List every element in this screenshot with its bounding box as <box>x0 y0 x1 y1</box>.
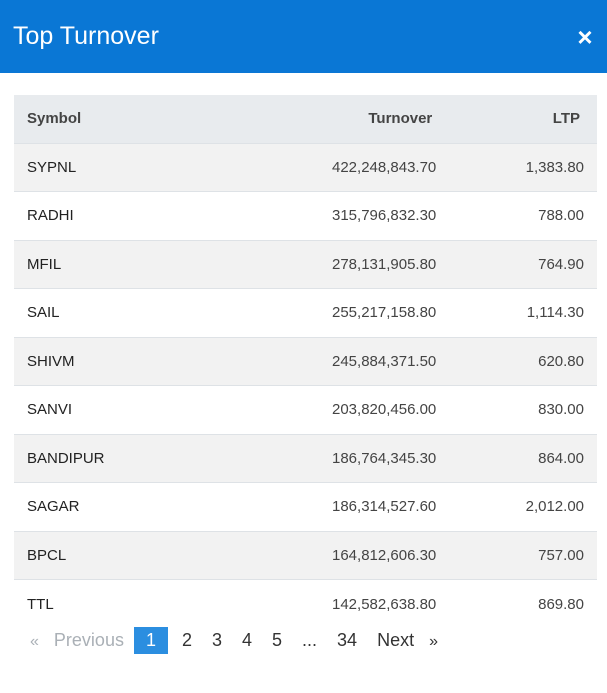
page-button-4[interactable]: 4 <box>242 630 253 650</box>
ltp-cell: 830.00 <box>538 401 584 419</box>
close-icon[interactable]: × <box>577 21 593 52</box>
symbol-cell: MFIL <box>27 255 62 273</box>
turnover-table: Symbol Turnover LTP SYPNL 422,248,843.70… <box>14 95 597 628</box>
table-header-row: Symbol Turnover LTP <box>14 95 597 143</box>
column-header-ltp[interactable]: LTP <box>552 110 580 128</box>
symbol-cell: SYPNL <box>27 158 77 176</box>
ltp-cell: 788.00 <box>538 207 584 225</box>
symbol-cell: TTL <box>27 595 54 613</box>
page-button-3[interactable]: 3 <box>211 630 222 650</box>
table-row[interactable]: BANDIPUR 186,764,345.30 864.00 <box>14 434 597 483</box>
pagination: « Previous 1 2 3 4 5 ... 34 Next » <box>20 627 448 654</box>
turnover-cell: 255,217,158.80 <box>332 304 437 322</box>
ltp-cell: 757.00 <box>538 546 584 564</box>
turnover-cell: 186,314,527.60 <box>332 498 437 516</box>
turnover-cell: 164,812,606.30 <box>332 546 437 564</box>
ltp-cell: 764.90 <box>538 255 584 273</box>
turnover-cell: 422,248,843.70 <box>332 158 437 176</box>
turnover-cell: 315,796,832.30 <box>332 207 437 225</box>
modal-title: Top Turnover <box>13 22 159 50</box>
table-row[interactable]: SAGAR 186,314,527.60 2,012.00 <box>14 482 597 531</box>
table-row[interactable]: BPCL 164,812,606.30 757.00 <box>14 531 597 580</box>
ltp-cell: 620.80 <box>538 352 584 370</box>
table-row[interactable]: MFIL 278,131,905.80 764.90 <box>14 240 597 289</box>
column-header-symbol[interactable]: Symbol <box>27 110 82 128</box>
symbol-cell: SANVI <box>27 401 73 419</box>
symbol-cell: SHIVM <box>27 352 75 370</box>
previous-label: Previous <box>53 630 124 650</box>
ltp-cell: 864.00 <box>538 449 584 467</box>
double-chevron-right-icon: » <box>429 633 439 650</box>
symbol-cell: RADHI <box>27 207 74 225</box>
symbol-cell: BPCL <box>27 546 67 564</box>
page-button-5[interactable]: 5 <box>272 630 283 650</box>
page-button-2[interactable]: 2 <box>181 630 192 650</box>
turnover-cell: 278,131,905.80 <box>332 255 437 273</box>
turnover-cell: 203,820,456.00 <box>332 401 437 419</box>
symbol-cell: BANDIPUR <box>27 449 105 467</box>
page-button-1[interactable]: 1 <box>133 627 168 654</box>
page-ellipsis: ... <box>302 630 318 650</box>
table-row[interactable]: SANVI 203,820,456.00 830.00 <box>14 385 597 434</box>
modal-header: Top Turnover × <box>0 0 607 73</box>
turnover-cell: 245,884,371.50 <box>332 352 437 370</box>
table-row[interactable]: TTL 142,582,638.80 869.80 <box>14 579 597 628</box>
turnover-cell: 186,764,345.30 <box>332 449 437 467</box>
double-chevron-left-icon: « <box>30 633 39 650</box>
next-button[interactable]: Next » <box>367 627 448 654</box>
page-button-34[interactable]: 34 <box>337 630 358 650</box>
ltp-cell: 2,012.00 <box>525 498 584 516</box>
turnover-cell: 142,582,638.80 <box>332 595 437 613</box>
ltp-cell: 1,383.80 <box>525 158 584 176</box>
turnover-table-container: Symbol Turnover LTP SYPNL 422,248,843.70… <box>14 95 597 628</box>
table-row[interactable]: SAIL 255,217,158.80 1,114.30 <box>14 288 597 337</box>
table-row[interactable]: SHIVM 245,884,371.50 620.80 <box>14 337 597 386</box>
symbol-cell: SAGAR <box>27 498 80 516</box>
table-row[interactable]: RADHI 315,796,832.30 788.00 <box>14 191 597 240</box>
ltp-cell: 1,114.30 <box>526 304 584 322</box>
ltp-cell: 869.80 <box>538 595 584 613</box>
column-header-turnover[interactable]: Turnover <box>368 110 433 128</box>
symbol-cell: SAIL <box>27 304 60 322</box>
table-row[interactable]: SYPNL 422,248,843.70 1,383.80 <box>14 143 597 192</box>
next-label: Next <box>377 630 415 650</box>
previous-button[interactable]: « Previous <box>20 627 134 654</box>
